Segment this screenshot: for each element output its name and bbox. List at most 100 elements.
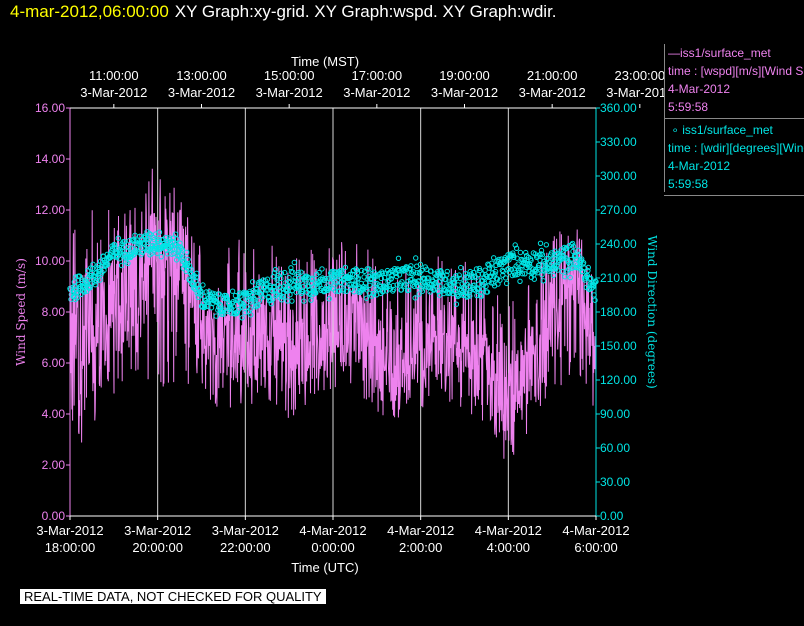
wdir-point (124, 255, 131, 261)
wdir-point (248, 312, 254, 318)
wdir-point (413, 255, 419, 261)
wdir-point (272, 270, 278, 276)
wdir-point (537, 240, 544, 247)
wdir-point (355, 275, 361, 281)
legend-divider (664, 118, 804, 119)
wdir-point (389, 273, 395, 279)
wdir-point (233, 297, 239, 304)
wdir-point (105, 261, 111, 268)
wdir-point (217, 301, 223, 307)
wdir-point (512, 242, 518, 248)
bottom-tick-time: 22:00:00 (220, 540, 271, 555)
left-tick-label: 0.00 (42, 509, 66, 523)
wdir-point (230, 303, 237, 309)
wdir-point (458, 264, 464, 271)
wdir-point (83, 279, 90, 285)
bottom-tick-time: 6:00:00 (574, 540, 617, 555)
wdir-point (242, 310, 248, 316)
top-tick-date: 3-Mar-2012 (168, 85, 235, 100)
wdir-point (394, 282, 400, 288)
wdir-point (502, 275, 509, 281)
legend-wspd: —iss1/surface_met time : [wspd][m/s][Win… (664, 44, 804, 116)
wdir-point (174, 236, 180, 242)
wdir-point (433, 275, 439, 281)
wdir-point (503, 280, 510, 287)
wdir-point (388, 276, 394, 282)
wdir-point (522, 271, 528, 277)
wdir-point (580, 260, 587, 266)
wdir-point (132, 232, 138, 239)
top-tick-date: 3-Mar-2012 (519, 85, 586, 100)
wdir-point (126, 245, 132, 251)
wdir-point (546, 268, 552, 275)
wdir-point (585, 267, 591, 274)
wdir-point (483, 283, 489, 290)
wdir-point (154, 250, 160, 257)
wdir-point (117, 247, 123, 253)
quality-warning: REAL-TIME DATA, NOT CHECKED FOR QUALITY (20, 589, 326, 604)
wdir-point (509, 272, 515, 279)
wdir-point (551, 255, 557, 262)
wdir-point (118, 244, 124, 250)
wdir-point (87, 284, 93, 291)
wdir-point (395, 255, 402, 261)
wdir-point (256, 297, 263, 304)
wdir-point (247, 288, 253, 295)
top-tick-date: 3-Mar-2012 (431, 85, 498, 100)
right-tick-label: 0.00 (600, 509, 624, 523)
wdir-point (484, 273, 490, 279)
wdir-point (264, 276, 271, 282)
wdir-point (121, 239, 128, 245)
wdir-point (146, 237, 152, 243)
legend-border (664, 44, 665, 192)
graph-title-bar: 4-mar-2012,06:00:00 XY Graph:xy-grid. XY … (10, 2, 557, 22)
wdir-point (359, 267, 365, 274)
wdir-point (489, 260, 495, 266)
wdir-point (535, 270, 541, 276)
left-tick-label: 4.00 (42, 407, 66, 421)
wdir-point (308, 297, 314, 303)
wdir-point (298, 269, 304, 275)
wdir-point (94, 278, 100, 284)
left-tick-label: 10.00 (35, 254, 65, 268)
wdir-point (490, 280, 496, 286)
left-tick-label: 6.00 (42, 356, 66, 370)
left-tick-label: 8.00 (42, 305, 66, 319)
bottom-axis-title: Time (UTC) (291, 560, 358, 575)
bottom-tick-date: 3-Mar-2012 (212, 523, 279, 538)
wdir-point (117, 256, 123, 262)
wind-xy-chart: Time (MST) Time (UTC) Wind Speed (m/s) W… (14, 54, 664, 575)
wdir-point (155, 238, 162, 245)
wdir-point (457, 275, 463, 282)
wdir-point (330, 276, 337, 282)
wdir-point (478, 293, 484, 299)
wdir-point (477, 267, 483, 274)
wdir-point (570, 243, 577, 250)
left-tick-label: 12.00 (35, 203, 65, 217)
wdir-point (484, 289, 491, 295)
bottom-tick-date: 4-Mar-2012 (387, 523, 454, 538)
wdir-point (301, 298, 307, 304)
wdir-point (288, 265, 294, 271)
wdir-point (516, 269, 523, 275)
legend-wspd-var: time : [wspd][m/s][Wind Speed] (668, 64, 804, 78)
wdir-point (452, 285, 459, 291)
wdir-point (436, 289, 442, 295)
wdir-point (363, 295, 370, 301)
wdir-point (585, 264, 591, 271)
wdir-point (399, 279, 405, 285)
wdir-point (497, 277, 503, 283)
top-tick-date: 3-Mar-2012 (256, 85, 323, 100)
wdir-point (431, 287, 437, 293)
right-tick-label: 240.00 (600, 237, 637, 251)
wdir-point (568, 260, 574, 266)
wdir-point (286, 285, 293, 291)
graph-names: XY Graph:xy-grid. XY Graph:wspd. XY Grap… (174, 2, 557, 21)
wdir-point (322, 276, 328, 282)
legend-wspd-date: 4-Mar-2012 (668, 82, 731, 96)
wdir-point (74, 295, 80, 301)
wdir-point (343, 288, 350, 294)
wdir-point (272, 266, 279, 273)
bottom-tick-date: 3-Mar-2012 (36, 523, 103, 538)
wdir-point (444, 268, 450, 275)
